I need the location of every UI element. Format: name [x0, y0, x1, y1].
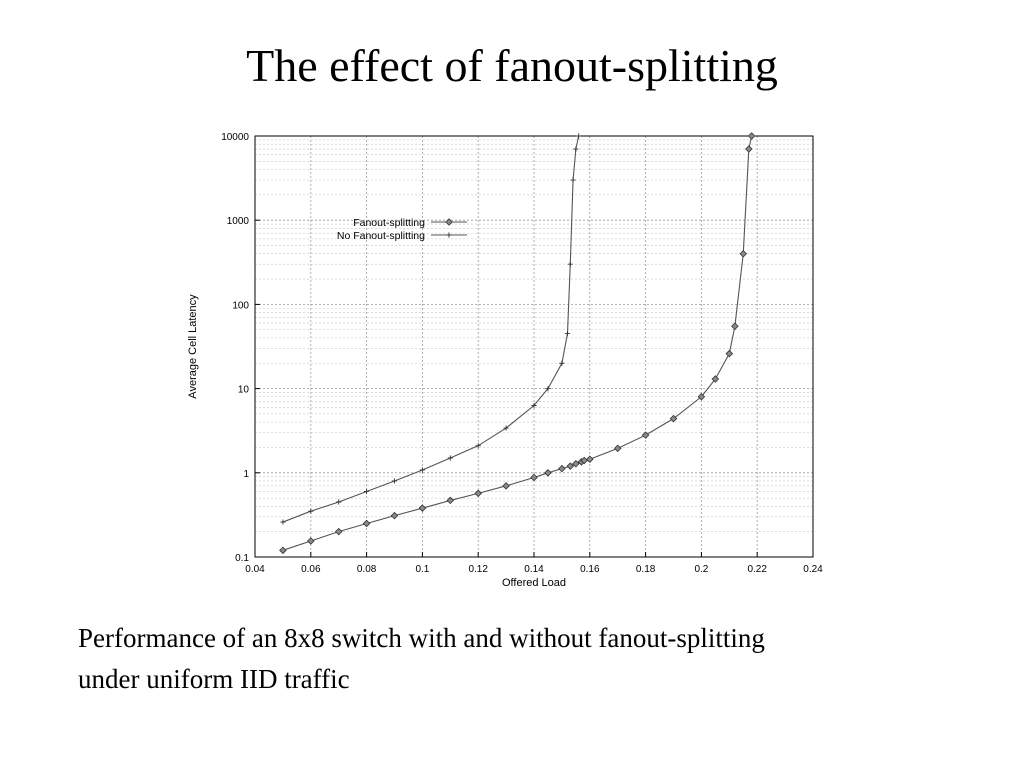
- series-fanout-splitting: [279, 132, 756, 555]
- slide-caption: Performance of an 8x8 switch with and wi…: [78, 618, 978, 700]
- data-point: [391, 478, 398, 484]
- data-point: [364, 488, 370, 495]
- data-point: [745, 145, 753, 153]
- data-point: [586, 455, 594, 463]
- x-tick-label: 0.16: [580, 564, 600, 575]
- y-tick-label: 10: [238, 385, 250, 396]
- data-point: [530, 473, 538, 482]
- slide-title: The effect of fanout-splitting: [246, 40, 778, 91]
- data-point: [307, 537, 315, 545]
- data-point: [566, 462, 575, 470]
- caption-line-2: under uniform IID traffic: [78, 664, 350, 694]
- legend-marker: [446, 232, 452, 238]
- chart-grid: [254, 135, 814, 558]
- data-point: [572, 460, 580, 468]
- x-tick-label: 0.1: [415, 564, 429, 575]
- data-point: [570, 177, 576, 183]
- data-point: [308, 508, 314, 514]
- data-point: [613, 444, 622, 453]
- y-tick-label: 10000: [221, 132, 249, 143]
- data-point: [545, 386, 551, 392]
- data-point: [280, 519, 286, 525]
- y-axis-label: Average Cell Latency: [187, 294, 199, 399]
- data-point: [559, 360, 565, 366]
- data-point: [390, 511, 399, 520]
- data-point: [446, 496, 455, 505]
- x-tick-label: 0.04: [245, 564, 265, 575]
- x-tick-label: 0.18: [636, 564, 656, 575]
- data-point: [279, 546, 287, 555]
- data-point: [567, 261, 573, 267]
- y-tick-label: 1000: [227, 216, 250, 227]
- data-point: [447, 455, 453, 461]
- chart-ticks: 0.04 0.06 0.08 0.1 0.12 0.14 0.16 0.18 0.2 0.22 0.…: [221, 132, 823, 575]
- x-tick-label: 0.2: [694, 564, 708, 575]
- series-no-fanout-splitting: [280, 133, 582, 525]
- data-point: [558, 464, 566, 473]
- data-point: [576, 133, 582, 139]
- data-point: [544, 469, 552, 477]
- x-tick-label: 0.06: [301, 564, 321, 575]
- y-tick-label: 0.1: [235, 553, 249, 564]
- data-point: [531, 402, 537, 409]
- x-tick-label: 0.22: [747, 564, 767, 575]
- y-tick-label: 1: [243, 469, 249, 480]
- data-point: [474, 489, 482, 498]
- data-point: [502, 482, 510, 490]
- x-tick-label: 0.14: [524, 564, 544, 575]
- series-layer: [279, 132, 756, 555]
- data-point: [731, 322, 739, 331]
- data-point: [641, 431, 650, 439]
- data-point: [669, 414, 678, 423]
- legend-label: No Fanout-splitting: [337, 230, 425, 242]
- caption-line-1: Performance of an 8x8 switch with and wi…: [78, 623, 765, 653]
- legend-label: Fanout-splitting: [353, 217, 425, 229]
- x-tick-label: 0.12: [468, 564, 488, 575]
- series-line: [282, 135, 753, 551]
- y-tick-label: 100: [232, 300, 249, 311]
- data-point: [418, 504, 427, 512]
- data-point: [573, 146, 579, 152]
- data-point: [564, 331, 571, 337]
- data-point: [739, 249, 748, 258]
- data-point: [475, 443, 481, 449]
- latency-chart: 0.04 0.06 0.08 0.1 0.12 0.14 0.16 0.18 0.2 0.22 0.…: [187, 132, 823, 589]
- data-point: [697, 392, 706, 401]
- data-point: [362, 519, 371, 528]
- data-point: [336, 499, 342, 505]
- data-point: [503, 425, 509, 431]
- x-axis-label: Offered Load: [502, 577, 566, 589]
- data-point: [334, 527, 343, 536]
- legend-marker: [445, 218, 453, 226]
- x-tick-label: 0.24: [803, 564, 823, 575]
- plot-frame: [254, 135, 814, 558]
- x-tick-label: 0.08: [357, 564, 377, 575]
- data-point: [711, 375, 720, 383]
- data-point: [419, 467, 425, 473]
- data-point: [747, 132, 756, 140]
- data-point: [725, 349, 734, 358]
